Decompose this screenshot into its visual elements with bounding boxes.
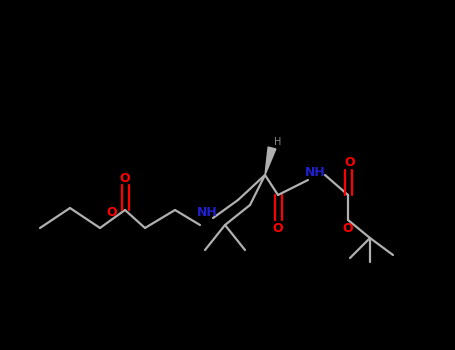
Text: NH: NH <box>305 166 325 178</box>
Text: O: O <box>273 222 283 235</box>
Text: O: O <box>343 222 354 235</box>
Text: H: H <box>274 137 282 147</box>
Text: O: O <box>106 206 117 219</box>
Polygon shape <box>265 147 276 175</box>
Text: O: O <box>345 155 355 168</box>
Text: O: O <box>120 172 130 184</box>
Text: NH: NH <box>197 206 217 219</box>
